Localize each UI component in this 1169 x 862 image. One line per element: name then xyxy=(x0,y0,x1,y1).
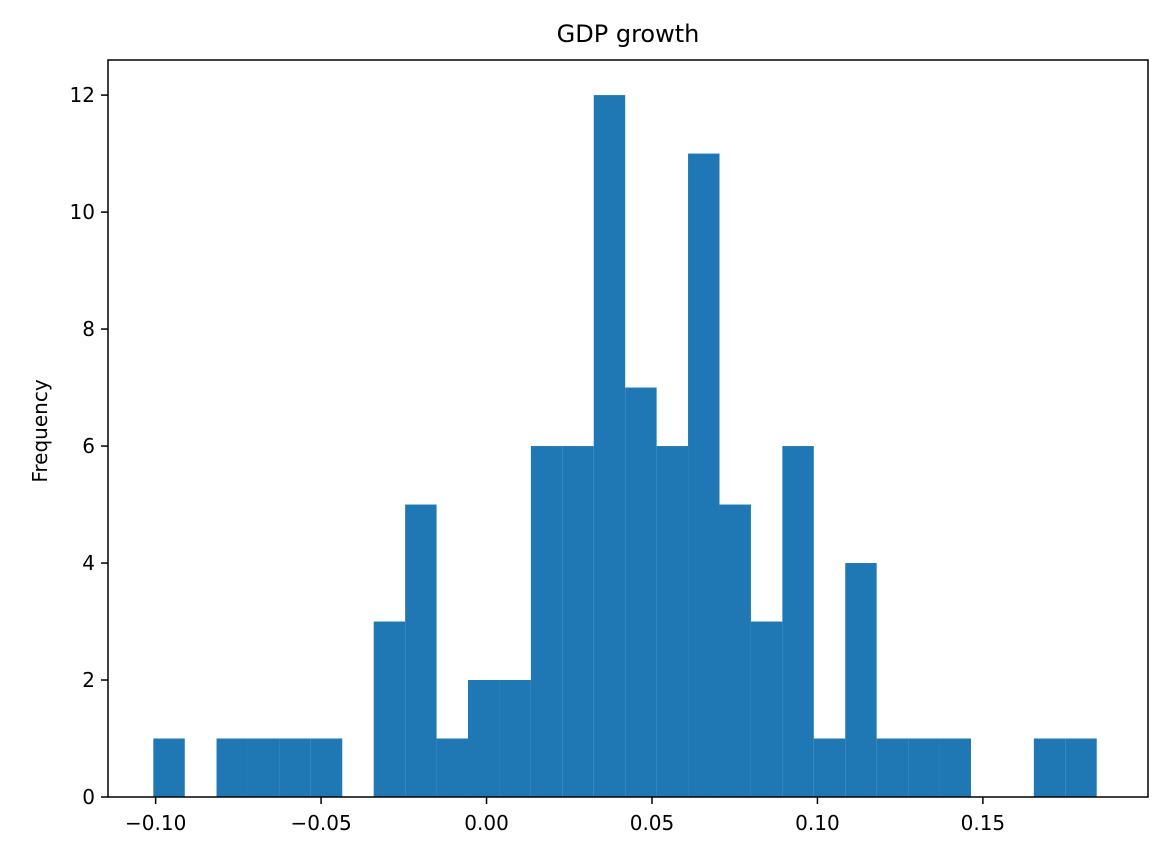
y-tick-label: 12 xyxy=(70,83,95,107)
y-tick-label: 0 xyxy=(82,785,95,809)
histogram-bar xyxy=(216,738,248,797)
histogram-bars xyxy=(153,95,1097,798)
x-tick-label: −0.05 xyxy=(290,811,351,835)
histogram-bar xyxy=(373,621,406,797)
y-tick-label: 10 xyxy=(70,200,95,224)
histogram-bar xyxy=(279,738,311,797)
histogram-bar xyxy=(530,446,563,797)
histogram-bar xyxy=(1033,738,1066,797)
histogram-bar xyxy=(845,563,877,797)
x-tick-label: 0.10 xyxy=(795,811,840,835)
y-axis: 0 2 4 6 8 10 12 xyxy=(70,83,108,809)
y-tick-label: 2 xyxy=(82,668,95,692)
histogram-bar xyxy=(153,738,185,797)
histogram-bar xyxy=(499,680,531,797)
histogram-bar xyxy=(656,446,689,797)
histogram-bar xyxy=(750,621,783,797)
x-axis: −0.10 −0.05 0.00 0.05 0.10 0.15 xyxy=(125,797,1005,835)
histogram-bar xyxy=(876,738,909,797)
y-tick-label: 6 xyxy=(82,434,95,458)
histogram-bar xyxy=(625,387,657,797)
histogram-bar xyxy=(562,446,594,797)
histogram-bar xyxy=(908,738,940,797)
histogram-bar xyxy=(813,738,846,797)
histogram-bar xyxy=(593,95,626,798)
y-tick-label: 8 xyxy=(82,317,95,341)
histogram-bar xyxy=(782,446,814,797)
histogram-bar xyxy=(688,153,720,798)
y-tick-label: 4 xyxy=(82,551,95,575)
histogram-bar xyxy=(939,738,971,797)
histogram-bar xyxy=(310,738,343,797)
histogram-bar xyxy=(436,738,469,797)
histogram-bar xyxy=(405,504,437,797)
y-axis-label: Frequency xyxy=(28,379,52,482)
x-tick-label: 0.05 xyxy=(630,811,675,835)
histogram-bar xyxy=(1065,738,1097,797)
histogram-bar xyxy=(468,680,500,797)
x-tick-label: 0.00 xyxy=(464,811,509,835)
histogram-bar xyxy=(719,504,751,797)
histogram-bar xyxy=(247,738,280,797)
x-tick-label: −0.10 xyxy=(125,811,186,835)
x-tick-label: 0.15 xyxy=(961,811,1006,835)
plot-frame xyxy=(107,59,1149,798)
chart-title: GDP growth xyxy=(557,20,700,48)
